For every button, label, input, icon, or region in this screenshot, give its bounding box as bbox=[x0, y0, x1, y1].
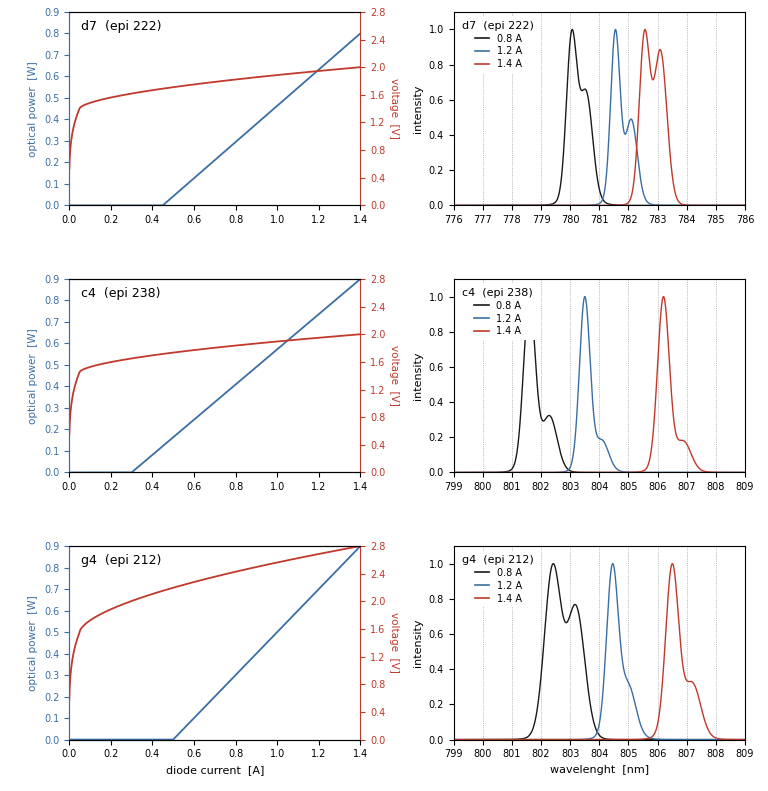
Y-axis label: intensity: intensity bbox=[413, 351, 423, 400]
Text: d7  (epi 222): d7 (epi 222) bbox=[81, 20, 161, 32]
Legend: 0.8 A, 1.2 A, 1.4 A: 0.8 A, 1.2 A, 1.4 A bbox=[458, 17, 538, 74]
Legend: 0.8 A, 1.2 A, 1.4 A: 0.8 A, 1.2 A, 1.4 A bbox=[458, 551, 538, 607]
Y-axis label: optical power  [W]: optical power [W] bbox=[28, 327, 38, 424]
Legend: 0.8 A, 1.2 A, 1.4 A: 0.8 A, 1.2 A, 1.4 A bbox=[458, 284, 537, 340]
Y-axis label: voltage  [V]: voltage [V] bbox=[389, 78, 399, 139]
Text: c4  (epi 238): c4 (epi 238) bbox=[81, 286, 161, 300]
Y-axis label: voltage  [V]: voltage [V] bbox=[389, 612, 399, 673]
Y-axis label: optical power  [W]: optical power [W] bbox=[28, 595, 38, 691]
X-axis label: wavelenght  [nm]: wavelenght [nm] bbox=[550, 765, 649, 775]
Y-axis label: intensity: intensity bbox=[413, 85, 423, 133]
X-axis label: diode current  [A]: diode current [A] bbox=[166, 765, 264, 775]
Y-axis label: voltage  [V]: voltage [V] bbox=[389, 346, 399, 406]
Y-axis label: optical power  [W]: optical power [W] bbox=[28, 61, 38, 157]
Text: g4  (epi 212): g4 (epi 212) bbox=[81, 554, 161, 567]
Y-axis label: intensity: intensity bbox=[413, 619, 423, 667]
